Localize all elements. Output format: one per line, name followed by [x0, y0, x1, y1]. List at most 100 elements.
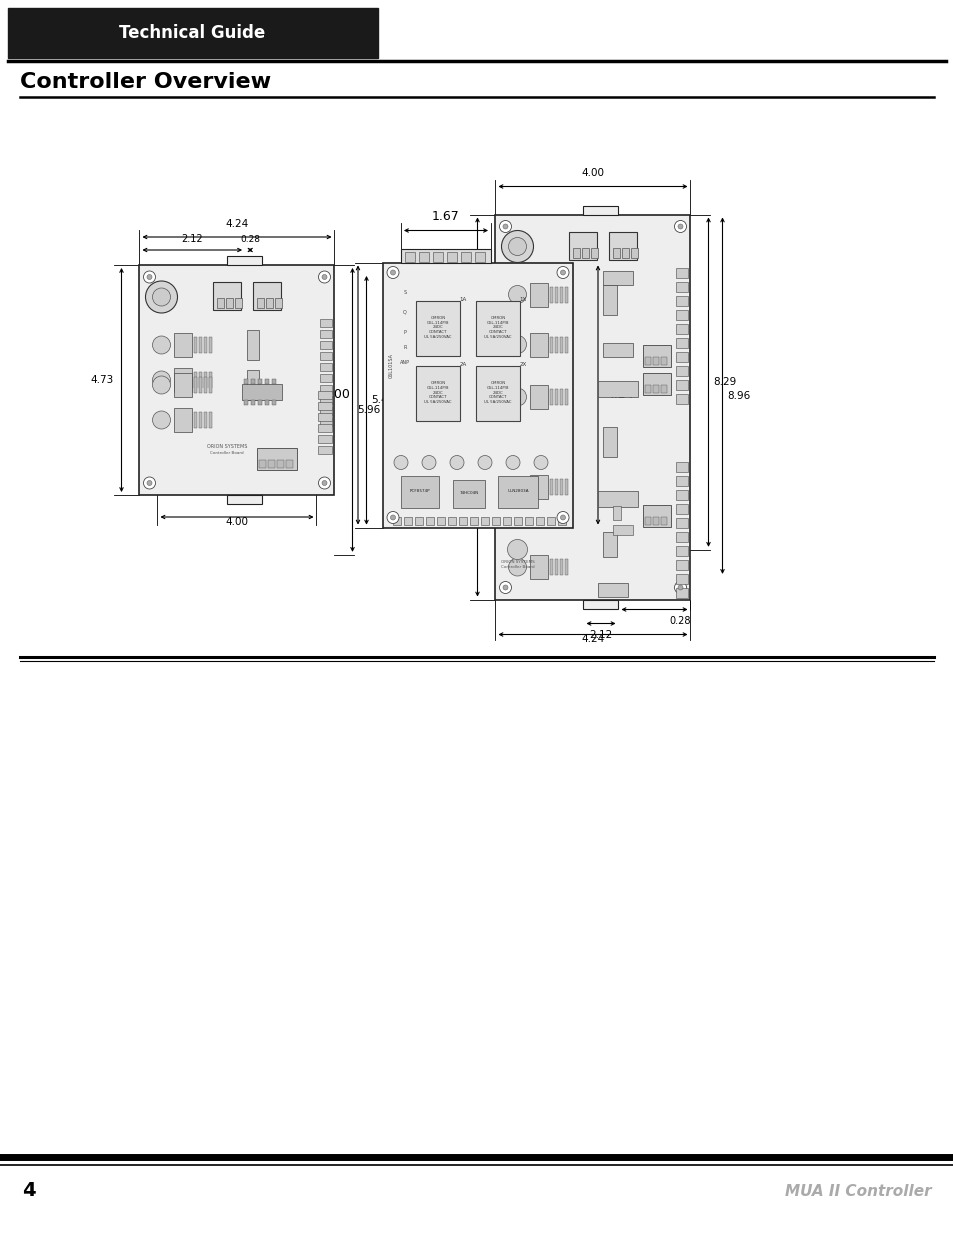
Bar: [199, 337, 202, 353]
Text: Controller Board: Controller Board: [210, 451, 244, 454]
Circle shape: [674, 582, 686, 594]
Bar: [676, 379, 688, 389]
Bar: [8, 7, 377, 58]
Bar: [436, 516, 444, 525]
Bar: [676, 546, 688, 556]
Text: 1A: 1A: [459, 296, 466, 303]
Bar: [621, 247, 628, 258]
Bar: [555, 389, 558, 405]
Bar: [583, 599, 618, 609]
Bar: [676, 310, 688, 320]
Bar: [320, 374, 333, 382]
Bar: [286, 459, 293, 468]
Bar: [630, 247, 638, 258]
Bar: [458, 516, 467, 525]
Bar: [581, 247, 588, 258]
Bar: [320, 341, 333, 350]
Bar: [602, 270, 633, 284]
Bar: [676, 324, 688, 333]
Bar: [642, 373, 670, 394]
Text: 1.67: 1.67: [432, 210, 459, 222]
Circle shape: [507, 540, 527, 559]
Bar: [204, 377, 208, 393]
Bar: [251, 379, 254, 384]
Bar: [676, 462, 688, 472]
Bar: [550, 287, 553, 303]
Bar: [613, 247, 619, 258]
Bar: [676, 268, 688, 278]
Bar: [204, 412, 208, 429]
Bar: [514, 516, 521, 525]
Bar: [210, 412, 213, 429]
Bar: [318, 403, 333, 410]
Bar: [274, 298, 282, 308]
Text: 74HC04N: 74HC04N: [459, 492, 478, 495]
Text: 0.28: 0.28: [240, 235, 260, 245]
Bar: [573, 247, 579, 258]
Text: 4.24: 4.24: [605, 389, 633, 401]
Bar: [558, 516, 565, 525]
Circle shape: [477, 456, 492, 469]
Bar: [318, 435, 333, 443]
Circle shape: [501, 231, 533, 263]
Bar: [244, 379, 248, 384]
Circle shape: [390, 270, 395, 275]
Circle shape: [152, 411, 171, 429]
Bar: [598, 492, 638, 508]
Text: MUA II Controller: MUA II Controller: [784, 1183, 931, 1198]
Bar: [174, 333, 193, 357]
Bar: [320, 352, 333, 359]
Bar: [453, 479, 484, 508]
Bar: [613, 505, 620, 520]
Bar: [676, 559, 688, 571]
Bar: [416, 366, 459, 420]
Bar: [568, 231, 597, 259]
Bar: [560, 479, 563, 495]
Bar: [602, 343, 633, 357]
Bar: [393, 516, 400, 525]
Bar: [602, 284, 617, 315]
Bar: [652, 517, 659, 525]
Circle shape: [674, 221, 686, 232]
Bar: [546, 516, 555, 525]
Bar: [400, 248, 491, 263]
Bar: [613, 525, 633, 535]
Bar: [565, 479, 568, 495]
Circle shape: [322, 480, 327, 485]
Bar: [320, 408, 333, 415]
Bar: [590, 247, 598, 258]
Bar: [676, 475, 688, 487]
Bar: [644, 384, 650, 393]
Bar: [400, 475, 438, 508]
Bar: [676, 504, 688, 514]
Circle shape: [152, 288, 171, 306]
Bar: [660, 517, 666, 525]
Bar: [583, 205, 618, 215]
Bar: [244, 400, 248, 405]
Bar: [550, 336, 553, 352]
Circle shape: [678, 224, 682, 228]
Text: Controller Overview: Controller Overview: [20, 72, 271, 91]
Bar: [174, 368, 193, 391]
Bar: [234, 298, 242, 308]
Bar: [676, 295, 688, 305]
Bar: [476, 300, 519, 356]
Text: ULN2803A: ULN2803A: [507, 489, 528, 494]
Circle shape: [502, 585, 507, 590]
Bar: [139, 266, 335, 495]
Bar: [447, 252, 456, 262]
Text: S: S: [403, 290, 406, 295]
Text: Technical Guide: Technical Guide: [119, 23, 265, 42]
Text: OMRON
G5L-114P/8
24DC
CONTACT
UL 5A/250VAC: OMRON G5L-114P/8 24DC CONTACT UL 5A/250V…: [424, 316, 452, 338]
Bar: [497, 475, 537, 508]
Bar: [318, 424, 333, 432]
Bar: [560, 559, 563, 576]
Bar: [460, 252, 471, 262]
Text: 2A: 2A: [459, 362, 466, 367]
Circle shape: [387, 267, 398, 279]
Bar: [418, 252, 429, 262]
Bar: [416, 300, 459, 356]
Bar: [555, 336, 558, 352]
Circle shape: [499, 582, 511, 594]
Circle shape: [152, 375, 171, 394]
